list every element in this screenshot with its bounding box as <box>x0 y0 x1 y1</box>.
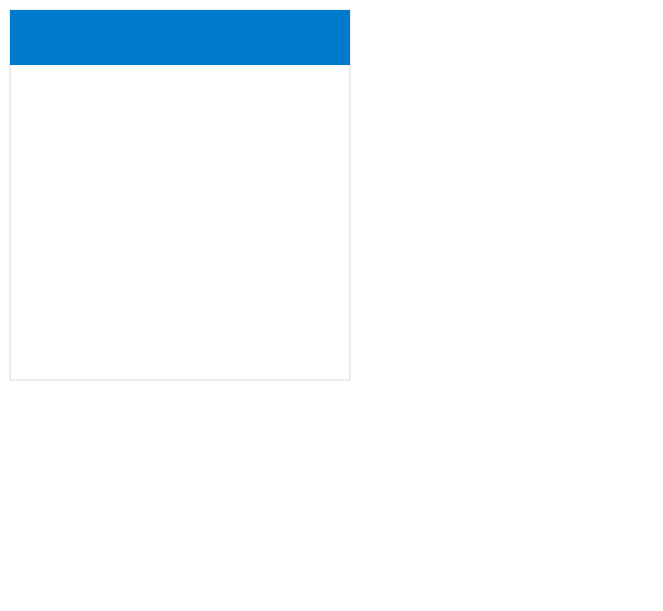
onprem-header <box>10 10 350 65</box>
architecture-diagram <box>0 0 663 611</box>
onprem-panel <box>10 10 350 380</box>
